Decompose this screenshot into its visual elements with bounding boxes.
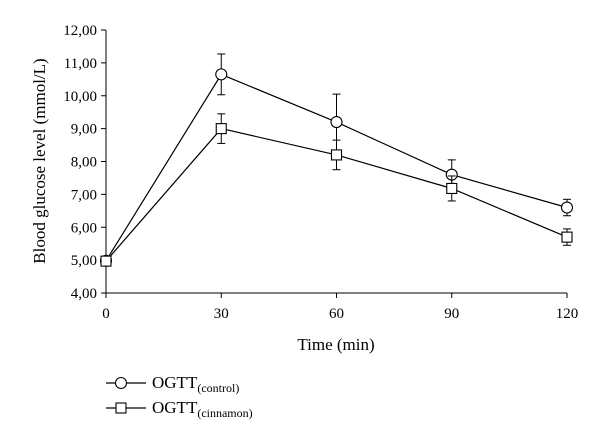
data-point-cinnamon xyxy=(100,255,112,267)
x-tick-label: 120 xyxy=(556,306,579,322)
legend-label-main: OGTT xyxy=(152,373,198,392)
legend-label-control: OGTT(control) xyxy=(152,373,239,395)
data-point-cinnamon xyxy=(215,123,227,135)
y-tick-label: 6,00 xyxy=(71,220,97,236)
plot-area xyxy=(99,53,574,267)
x-axis-label: Time (min) xyxy=(297,335,374,354)
y-tick-label: 10,00 xyxy=(63,89,97,105)
x-tick-label: 90 xyxy=(444,306,459,322)
legend-item-control: OGTT(control) xyxy=(106,373,239,395)
legend-marker-control xyxy=(114,376,128,390)
y-tick-label: 11,00 xyxy=(64,56,97,72)
x-tick-label: 0 xyxy=(102,306,110,322)
data-point-cinnamon xyxy=(561,231,573,243)
legend-item-cinnamon: OGTT(cinnamon) xyxy=(106,398,253,420)
x-tick-label: 30 xyxy=(214,306,229,322)
legend: OGTT(control)OGTT(cinnamon) xyxy=(106,373,253,420)
y-tick-label: 12,00 xyxy=(63,23,97,39)
y-axis-label: Blood glucose level (mmol/L) xyxy=(30,58,49,263)
y-tick-label: 7,00 xyxy=(71,187,97,203)
y-tick-label: 4,00 xyxy=(71,286,97,302)
data-point-cinnamon xyxy=(330,149,343,161)
legend-marker-cinnamon xyxy=(115,402,127,414)
legend-label-subscript: (control) xyxy=(197,381,239,395)
legend-label-cinnamon: OGTT(cinnamon) xyxy=(152,398,253,420)
axes: 4,00 5,00 6,00 7,00 8,00 9,00 10,00 11,00 12,00 0… xyxy=(63,23,578,322)
data-point-control xyxy=(560,201,574,214)
y-tick-label: 9,00 xyxy=(71,122,97,138)
series-cinnamon xyxy=(100,113,573,267)
legend-label-main: OGTT xyxy=(152,398,198,417)
x-tick-label: 60 xyxy=(329,306,344,322)
data-point-control xyxy=(330,116,343,129)
data-point-cinnamon xyxy=(446,182,458,195)
y-tick-label: 5,00 xyxy=(71,253,97,269)
y-tick-label: 8,00 xyxy=(71,155,97,171)
legend-label-subscript: (cinnamon) xyxy=(197,406,252,420)
data-point-control xyxy=(215,68,228,81)
